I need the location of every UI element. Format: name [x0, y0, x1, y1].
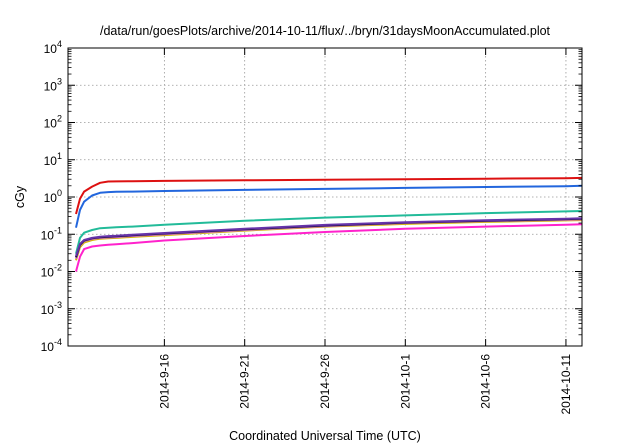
- y-tick-label: 104: [44, 39, 62, 56]
- series-group: [75, 176, 583, 272]
- series-line-8: [75, 223, 583, 272]
- x-axis-label: Coordinated Universal Time (UTC): [229, 429, 421, 443]
- ticks: [68, 47, 582, 347]
- x-tick-label: 2014-9-21: [238, 354, 252, 409]
- grid: [68, 48, 582, 346]
- series-line-3: [75, 210, 583, 254]
- y-tick-labels: 10-4 10-3 10-2 10-1 100 101 102 103 104: [41, 39, 62, 354]
- y-tick-label: 10-3: [41, 300, 62, 317]
- series-line-1: [75, 176, 583, 215]
- y-tick-label: 10-1: [41, 225, 62, 242]
- series-line-7: [75, 217, 583, 257]
- x-tick-label: 2014-10-6: [479, 354, 493, 409]
- y-tick-label: 10-2: [41, 263, 62, 280]
- x-tick-labels: 2014-9-16 2014-9-21 2014-9-26 2014-10-1 2014…: [157, 354, 573, 415]
- y-tick-label: 100: [44, 188, 62, 205]
- chart-title: /data/run/goesPlots/archive/2014-10-11/f…: [100, 24, 551, 38]
- series-line-2: [75, 184, 583, 228]
- x-tick-label: 2014-9-26: [318, 354, 332, 409]
- y-tick-label: 102: [44, 114, 62, 131]
- x-tick-label: 2014-10-1: [398, 354, 412, 409]
- y-tick-label: 103: [44, 76, 62, 93]
- y-tick-label: 10-4: [41, 337, 62, 354]
- x-tick-label: 2014-9-16: [157, 354, 171, 409]
- y-axis-label: cGy: [13, 185, 27, 208]
- x-tick-label: 2014-10-11: [559, 354, 573, 415]
- y-tick-label: 101: [44, 151, 62, 168]
